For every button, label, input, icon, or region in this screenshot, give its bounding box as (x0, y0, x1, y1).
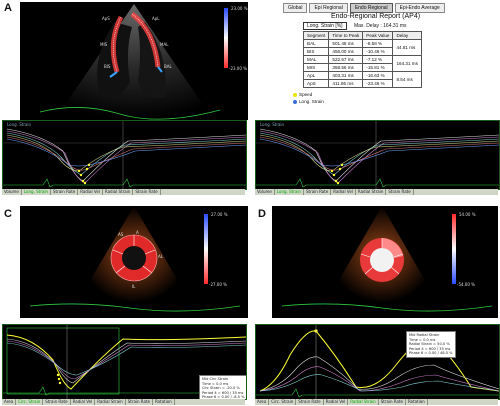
segment-label-bis: BIS (104, 64, 111, 69)
strain-trace-c[interactable]: Mid Circ Strain Time = 0.0 ms Circ Strai… (2, 324, 247, 400)
param-selector[interactable]: Long. Strain [%] (303, 22, 347, 30)
status-tab-radial-strain[interactable]: Radial Strain (103, 189, 134, 195)
trace-title: Long. Strain (7, 122, 32, 127)
measurement-popup: Mid Radial Strain Time = 0.0 ms Radial S… (406, 331, 456, 358)
legend-dot-icon (293, 92, 297, 97)
table-row: BAL 501.48 ms -8.58 % 44.81 ms (302, 39, 422, 56)
status-tab-strain-rate-2[interactable]: Strain Rate (126, 399, 153, 405)
strain-trace-d[interactable]: Mid Radial Strain Time = 0.0 ms Radial S… (255, 324, 500, 400)
status-tab-volume[interactable]: Volume (255, 189, 275, 195)
delay-cell: 164.31 ms (392, 55, 422, 72)
echo-view-a: ApL ApS MAL MIS BAL BIS 23.00 % -23.00 % (20, 2, 248, 120)
strain-trace-b[interactable]: Long. Strain (255, 120, 500, 190)
table-row: ApS 411.86 ms -23.46 % (302, 79, 422, 88)
status-tab-long-strain[interactable]: Long. Strain (22, 189, 51, 195)
report-info-row: Long. Strain [%] Max. Delay : 164.31 ms (303, 22, 407, 30)
status-tab-strain-rate[interactable]: Strain Rate (43, 399, 71, 405)
col-delay: Delay (392, 31, 422, 40)
panel-letter-d: D (258, 208, 266, 220)
tab-endo-regional[interactable]: Endo Regional (349, 3, 393, 13)
status-tab-strain-rate-2[interactable]: Strain Rate (379, 399, 406, 405)
strain-curves (256, 121, 499, 189)
echo-view-d: 54.00 % -54.00 % (272, 206, 498, 318)
status-tab-circ-strain[interactable]: Circ. Strain (16, 399, 44, 405)
status-tab-radial-strain[interactable]: Radial Strain (348, 399, 379, 405)
segment-label-as: AS (118, 232, 124, 237)
segment-table: Segment Time to Peak Peak Value Delay BA… (302, 31, 422, 88)
status-tab-radial-vel[interactable]: Radial Vel (324, 399, 349, 405)
segment-label-mis: MIS (100, 42, 108, 47)
legend-long-strain: Long. Strain (293, 99, 324, 104)
panel-letter-a: A (4, 2, 12, 14)
segment-label-a: A (136, 230, 139, 235)
status-tab-radial-vel[interactable]: Radial Vel (78, 189, 103, 195)
col-peak-value: Peak Value (362, 31, 394, 40)
scale-top-label: 27.00 % (211, 212, 228, 217)
scale-bottom-label: -54.00 % (457, 282, 475, 287)
status-tab-strain-rate[interactable]: Strain Rate (296, 399, 324, 405)
strain-trace-a[interactable]: Long. Strain (2, 120, 247, 190)
segment-label-bal: BAL (164, 64, 172, 69)
segment-label-al: AL (158, 254, 163, 259)
strain-color-scale (452, 214, 456, 284)
scale-top-label: 54.00 % (459, 212, 476, 217)
measurement-popup: Mid Circ Strain Time = 0.0 ms Circ Strai… (199, 375, 246, 399)
scale-bottom-label: -27.00 % (209, 282, 227, 287)
col-segment: Segment (302, 31, 330, 40)
status-tab-long-strain[interactable]: Long. Strain (275, 189, 304, 195)
status-tab-strain-rate[interactable]: Strain Rate (304, 189, 332, 195)
status-tab-rotation[interactable]: Rotation (153, 399, 175, 405)
status-tab-strain-rate[interactable]: Strain Rate (51, 189, 79, 195)
status-tab-rotation[interactable]: Rotation (406, 399, 428, 405)
delay-cell: 8.54 ms (392, 71, 422, 88)
status-tab-area[interactable]: Area (2, 399, 17, 405)
panel-letter-c: C (4, 208, 12, 220)
status-bar-a[interactable]: Volume Long. Strain Strain Rate Radial Vel R… (2, 189, 245, 195)
status-tab-radial-vel[interactable]: Radial Vel (71, 399, 96, 405)
status-tab-radial-strain[interactable]: Radial Strain (356, 189, 387, 195)
status-tab-radial-strain[interactable]: Radial Strain (95, 399, 126, 405)
strain-curves (3, 325, 246, 399)
report-title: Endo-Regional Report (AP4) (330, 13, 421, 20)
short-axis-image (281, 206, 493, 314)
status-bar-b[interactable]: Volume Long. Strain Strain Rate Radial Vel R… (255, 189, 498, 195)
segment-label-apl: ApL (152, 16, 160, 21)
short-axis-image (29, 206, 241, 314)
tab-global[interactable]: Global (283, 3, 308, 13)
strain-color-scale (224, 8, 228, 68)
strain-curves (3, 121, 246, 189)
scale-bottom-label: -23.00 % (229, 66, 247, 71)
status-bar-c[interactable]: Area Circ. Strain Strain Rate Radial Vel Rad… (2, 399, 245, 405)
status-tab-radial-vel[interactable]: Radial Vel (331, 189, 356, 195)
table-row: MAL 522.57 ms -7.12 % 164.31 ms (302, 55, 422, 72)
max-delay-value: 164.31 ms (383, 23, 407, 29)
report-tabs: Global Epi Regional Endo Regional Epi-En… (283, 3, 445, 13)
status-tab-volume[interactable]: Volume (2, 189, 22, 195)
trace-title: Long. Strain (260, 122, 285, 127)
tab-epi-endo-average[interactable]: Epi-Endo Average (394, 3, 445, 13)
strain-color-scale (204, 214, 208, 284)
max-delay-label: Max. Delay : (353, 23, 382, 29)
strain-curves (256, 325, 499, 399)
tab-epi-regional[interactable]: Epi Regional (309, 3, 348, 13)
endo-regional-report: Global Epi Regional Endo Regional Epi-En… (253, 0, 498, 118)
segment-label-il: IL (132, 284, 136, 289)
status-bar-d[interactable]: Area Circ. Strain Strain Rate Radial Vel Rad… (255, 399, 498, 405)
echo-view-c: AS A AL IL 27.00 % -27.00 % (20, 206, 248, 318)
apical-four-chamber-image (39, 4, 221, 120)
status-tab-circ-strain[interactable]: Circ. Strain (269, 399, 297, 405)
segment-label-aps: ApS (102, 16, 110, 21)
status-tab-area[interactable]: Area (255, 399, 270, 405)
status-tab-strain-rate-2[interactable]: Strain Rate (386, 189, 414, 195)
table-row: ApL 403.31 ms -16.63 % 8.54 ms (302, 71, 422, 88)
segment-label-mal: MAL (160, 42, 169, 47)
col-time-to-peak: Time to Peak (328, 31, 364, 40)
status-tab-strain-rate-2[interactable]: Strain Rate (133, 189, 161, 195)
legend-dot-icon (293, 99, 297, 104)
legend-speed: Speed (293, 92, 312, 97)
delay-cell: 44.81 ms (392, 39, 422, 56)
scale-top-label: 23.00 % (231, 6, 248, 11)
